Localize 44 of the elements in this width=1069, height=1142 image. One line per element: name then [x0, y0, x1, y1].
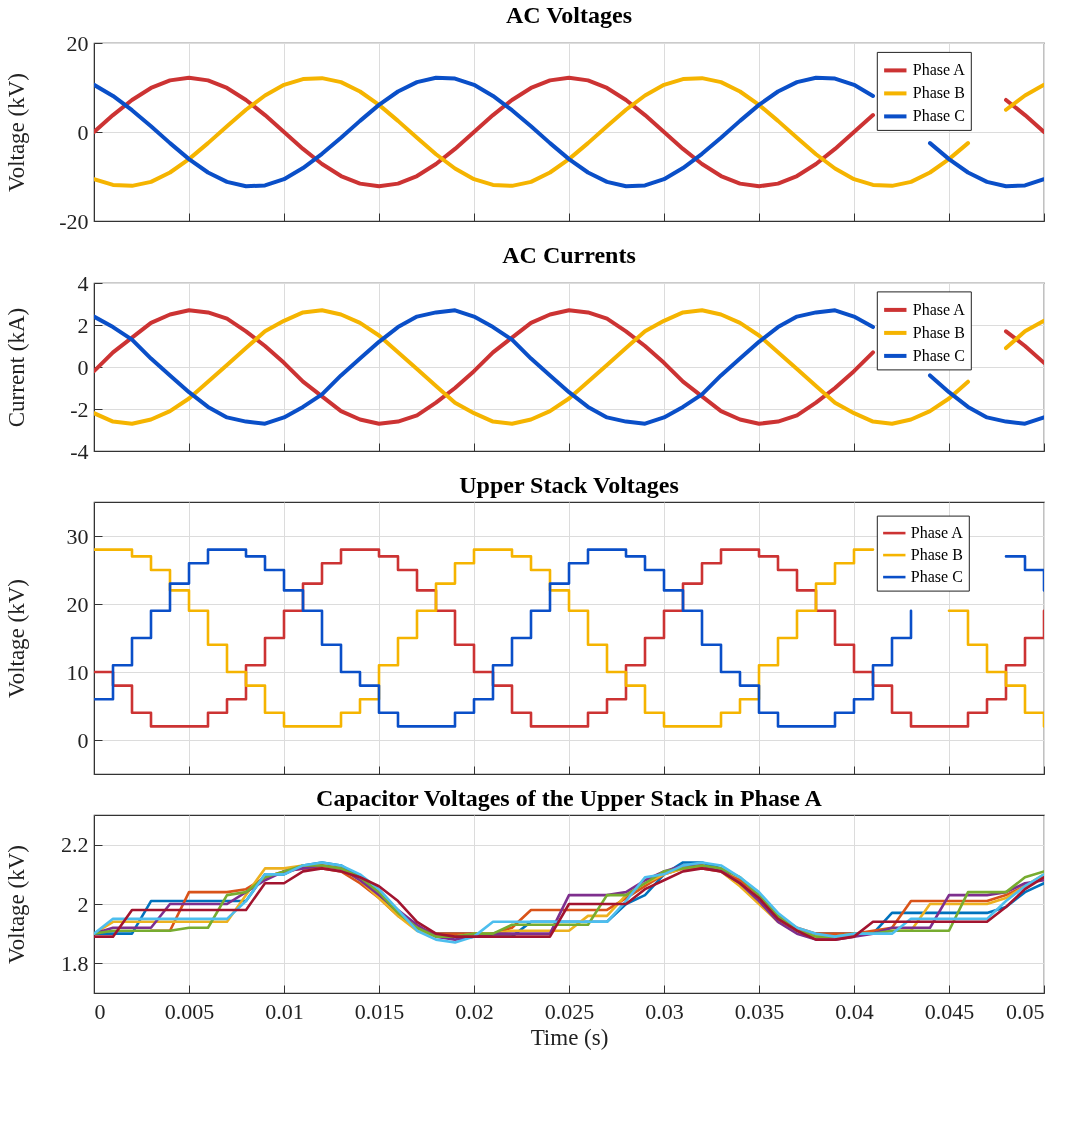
y-axis-title: Voltage (kV): [3, 72, 29, 193]
legend-label: Phase B: [910, 546, 963, 564]
x-tick-label: 0.04: [835, 998, 874, 1024]
legend-label: Phase A: [912, 61, 966, 79]
y-tick-label: 10: [66, 659, 89, 685]
x-tick-label: 0.02: [455, 998, 494, 1024]
x-tick-label: 0.025: [544, 998, 595, 1024]
legend-label: Phase A: [910, 524, 964, 542]
y-tick-label: 30: [66, 523, 89, 549]
x-axis-title: Time (s): [530, 1024, 609, 1050]
x-tick-label: 0.005: [164, 998, 215, 1024]
chart-title: AC Voltages: [505, 2, 633, 28]
y-tick-label: 0: [77, 727, 89, 753]
chart-title: Upper Stack Voltages: [459, 472, 679, 498]
chart-title: AC Currents: [502, 242, 636, 268]
y-tick-label: 4: [77, 270, 89, 296]
x-tick-label: 0.035: [734, 998, 785, 1024]
y-tick-label: 0: [77, 354, 89, 380]
y-tick-label: 20: [66, 591, 89, 617]
chart-title: Capacitor Voltages of the Upper Stack in Phase A: [316, 785, 823, 811]
legend-label: Phase C: [910, 568, 963, 586]
y-tick-label: 2.2: [61, 832, 89, 858]
x-tick-label: 0.015: [354, 998, 405, 1024]
legend-label: Phase A: [912, 300, 966, 318]
y-tick-label: 2: [77, 891, 89, 917]
y-tick-label: -20: [59, 208, 89, 234]
legend-label: Phase C: [912, 107, 965, 125]
y-axis-title: Current (kA): [3, 307, 29, 428]
x-tick-label: 0.045: [924, 998, 975, 1024]
y-tick-label: -4: [70, 438, 89, 464]
y-tick-label: 1.8: [61, 950, 89, 976]
y-tick-label: 20: [66, 30, 89, 56]
x-tick-label: 0: [94, 998, 106, 1024]
legend-label: Phase B: [912, 323, 965, 341]
x-tick-label: 0.03: [645, 998, 684, 1024]
y-tick-label: -2: [70, 396, 89, 422]
y-tick-label: 2: [77, 312, 89, 338]
y-tick-label: 0: [77, 119, 89, 145]
x-tick-label: 0.05: [1006, 998, 1045, 1024]
y-axis-title: Voltage (kV): [3, 844, 29, 965]
x-tick-label: 0.01: [265, 998, 304, 1024]
legend-label: Phase B: [912, 84, 965, 102]
y-axis-title: Voltage (kV): [3, 578, 29, 699]
legend-label: Phase C: [912, 346, 965, 364]
